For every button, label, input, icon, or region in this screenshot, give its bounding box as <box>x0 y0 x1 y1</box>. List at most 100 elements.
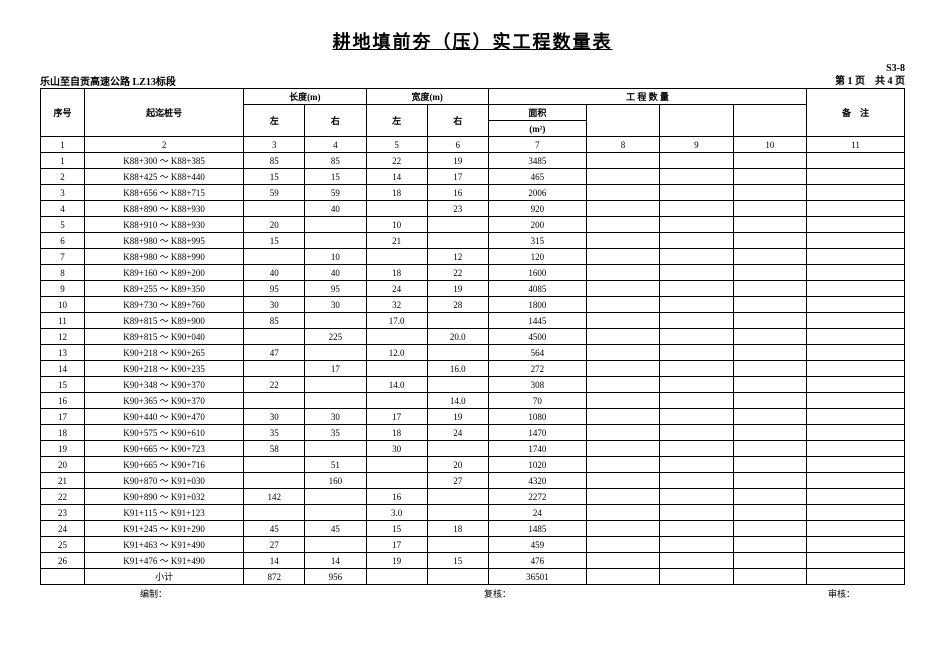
cell: 25 <box>41 537 85 553</box>
cell-empty <box>733 473 806 489</box>
cell: 20 <box>427 457 488 473</box>
cell-empty <box>586 473 659 489</box>
cell-empty <box>660 329 733 345</box>
cell-empty <box>733 457 806 473</box>
footer-made: 编制： <box>140 587 167 600</box>
cell: 142 <box>244 489 305 505</box>
cell-empty <box>586 505 659 521</box>
cell-empty <box>733 233 806 249</box>
colnum: 10 <box>733 137 806 153</box>
cell: 19 <box>427 153 488 169</box>
cell-empty <box>586 569 659 585</box>
doc-code: S3-8 <box>835 62 905 75</box>
cell: K88+656 ～ K88+715 <box>85 185 244 201</box>
cell-note <box>807 297 905 313</box>
cell: K88+980 ～ K88+990 <box>85 249 244 265</box>
cell: 30 <box>305 409 366 425</box>
th-len-right: 右 <box>305 105 366 137</box>
cell <box>427 489 488 505</box>
cell-empty <box>660 393 733 409</box>
cell: 120 <box>488 249 586 265</box>
cell: 15 <box>41 377 85 393</box>
colnum: 11 <box>807 137 905 153</box>
cell: 1485 <box>488 521 586 537</box>
cell: 19 <box>41 441 85 457</box>
cell: 920 <box>488 201 586 217</box>
cell-empty <box>660 505 733 521</box>
cell-note <box>807 313 905 329</box>
cell: 7 <box>41 249 85 265</box>
cell: 2006 <box>488 185 586 201</box>
cell-note <box>807 473 905 489</box>
cell: 2 <box>41 169 85 185</box>
cell-empty <box>733 377 806 393</box>
cell: 160 <box>305 473 366 489</box>
cell-empty <box>733 425 806 441</box>
cell-empty <box>660 185 733 201</box>
cell: 17 <box>41 409 85 425</box>
cell: 4 <box>41 201 85 217</box>
cell: 6 <box>41 233 85 249</box>
th-empty-3 <box>733 105 806 137</box>
cell: K90+575 ～ K90+610 <box>85 425 244 441</box>
cell-empty <box>586 169 659 185</box>
subtotal-label: 小计 <box>85 569 244 585</box>
subtotal-row: 小计87295636501 <box>41 569 905 585</box>
cell: 15 <box>366 521 427 537</box>
cell <box>305 217 366 233</box>
cell-empty <box>586 217 659 233</box>
cell-note <box>807 201 905 217</box>
colnum: 5 <box>366 137 427 153</box>
cell <box>427 345 488 361</box>
cell <box>244 505 305 521</box>
cell: K90+870 ～ K91+030 <box>85 473 244 489</box>
cell: 16 <box>366 489 427 505</box>
th-stake: 起迄桩号 <box>85 89 244 137</box>
cell: 12.0 <box>366 345 427 361</box>
cell <box>244 201 305 217</box>
cell: K90+440 ～ K90+470 <box>85 409 244 425</box>
cell-empty <box>733 185 806 201</box>
cell-empty <box>660 313 733 329</box>
cell-empty <box>660 217 733 233</box>
cell: 9 <box>41 281 85 297</box>
cell: K89+255 ～ K89+350 <box>85 281 244 297</box>
cell-empty <box>733 409 806 425</box>
cell: 14.0 <box>427 393 488 409</box>
cell: 315 <box>488 233 586 249</box>
cell-empty <box>733 505 806 521</box>
meta-row: 乐山至自贡高速公路 LZ13标段 S3-8 第 1 页 共 4 页 <box>40 62 905 88</box>
cell: 27 <box>427 473 488 489</box>
cell-empty <box>733 217 806 233</box>
cell: K88+980 ～ K88+995 <box>85 233 244 249</box>
cell-empty <box>586 297 659 313</box>
table-row: 6K88+980 ～ K88+9951521315 <box>41 233 905 249</box>
cell: 59 <box>305 185 366 201</box>
cell: K88+890 ～ K88+930 <box>85 201 244 217</box>
cell: K89+730 ～ K89+760 <box>85 297 244 313</box>
cell: 20 <box>41 457 85 473</box>
cell <box>427 377 488 393</box>
cell: 27 <box>244 537 305 553</box>
cell: 1800 <box>488 297 586 313</box>
cell-empty <box>660 457 733 473</box>
th-wid-left: 左 <box>366 105 427 137</box>
th-len-left: 左 <box>244 105 305 137</box>
cell <box>366 361 427 377</box>
table-row: 15K90+348 ～ K90+3702214.0308 <box>41 377 905 393</box>
cell: 13 <box>41 345 85 361</box>
cell: 1020 <box>488 457 586 473</box>
cell: 30 <box>244 409 305 425</box>
cell: 30 <box>366 441 427 457</box>
cell: K90+218 ～ K90+235 <box>85 361 244 377</box>
cell: 15 <box>244 169 305 185</box>
cell-note <box>807 217 905 233</box>
cell: 1740 <box>488 441 586 457</box>
cell-empty <box>660 153 733 169</box>
cell-empty <box>586 457 659 473</box>
cell: 35 <box>305 425 366 441</box>
cell-note <box>807 185 905 201</box>
th-empty-1 <box>586 105 659 137</box>
cell: 872 <box>244 569 305 585</box>
cell-empty <box>586 201 659 217</box>
